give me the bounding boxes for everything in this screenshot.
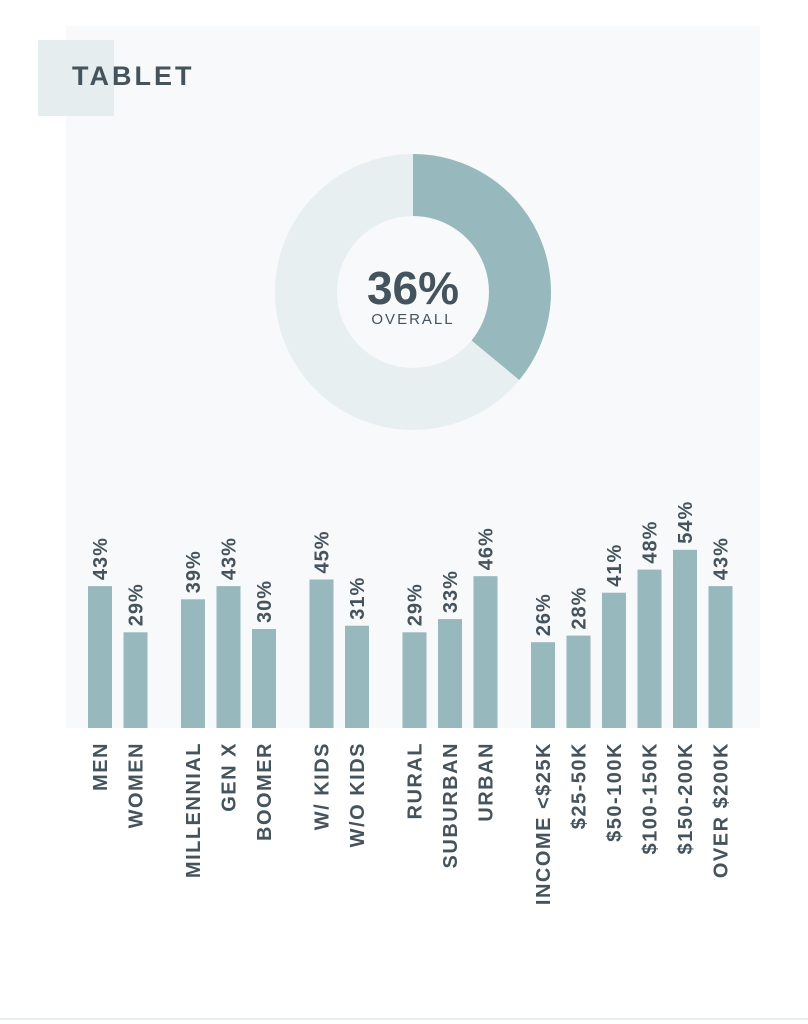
bar (473, 576, 498, 728)
bar (438, 619, 462, 728)
bar (88, 586, 112, 728)
title-accent-box (38, 40, 114, 116)
bar (531, 642, 555, 728)
bar-value-label: 29% (126, 583, 148, 626)
category-label: WOMEN (126, 742, 148, 828)
bar-value-label: 43% (219, 537, 241, 580)
bar-value-label: 33% (440, 570, 462, 613)
bar (637, 569, 662, 728)
bar-value-label: 43% (90, 537, 112, 580)
category-label: $25-50K (569, 742, 591, 829)
category-label: RURAL (405, 742, 427, 820)
bar-value-label: 46% (476, 527, 498, 570)
category-label: INCOME <$25K (533, 742, 555, 905)
category-label: URBAN (476, 742, 498, 822)
donut-center-label: OVERALL (371, 311, 454, 328)
bar (566, 635, 591, 728)
bar (673, 549, 697, 728)
bar-value-label: 39% (183, 550, 205, 593)
bar (181, 599, 205, 728)
bar-value-label: 28% (569, 587, 591, 630)
bar (252, 629, 276, 728)
category-label: GEN X (219, 742, 241, 812)
bar (309, 579, 334, 728)
category-label: W/O KIDS (347, 742, 369, 847)
category-label: $100-150K (640, 742, 662, 854)
category-label: MEN (90, 742, 112, 791)
category-label: $150-200K (675, 742, 697, 854)
bar (123, 632, 148, 728)
bar (345, 625, 369, 728)
bar-value-label: 45% (312, 530, 334, 573)
category-label: MILLENNIAL (183, 742, 205, 878)
bar-value-label: 31% (347, 577, 369, 620)
bar (602, 592, 626, 728)
category-label: $50-100K (604, 742, 626, 842)
bar (216, 586, 241, 728)
bar-value-label: 43% (711, 537, 733, 580)
bar-value-label: 26% (533, 593, 555, 636)
bottom-divider (0, 1018, 808, 1020)
donut-center-value: 36% (367, 262, 459, 314)
bar-value-label: 29% (405, 583, 427, 626)
category-label: W/ KIDS (312, 742, 334, 830)
chart-title: TABLET (72, 61, 195, 91)
bar-value-label: 41% (604, 544, 626, 587)
donut-slice-overall (413, 154, 551, 380)
bar-value-label: 48% (640, 521, 662, 564)
bar (402, 632, 427, 728)
category-label: OVER $200K (711, 742, 733, 878)
category-label: BOOMER (254, 742, 276, 841)
bar-value-label: 54% (675, 501, 697, 544)
bar-value-label: 30% (254, 580, 276, 623)
category-label: SUBURBAN (440, 742, 462, 868)
bar (708, 586, 733, 728)
